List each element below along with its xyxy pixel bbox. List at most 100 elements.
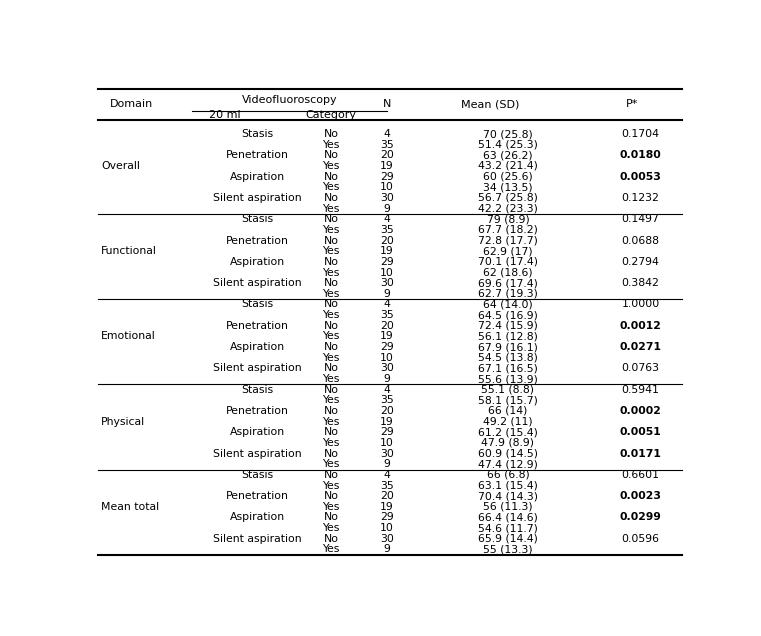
Text: Yes: Yes	[323, 246, 339, 256]
Text: 0.2794: 0.2794	[622, 257, 660, 267]
Text: 20: 20	[380, 150, 394, 160]
Text: 70.1 (17.4): 70.1 (17.4)	[478, 257, 538, 267]
Text: 70 (25.8): 70 (25.8)	[483, 129, 533, 139]
Text: 66.4 (14.6): 66.4 (14.6)	[478, 513, 538, 523]
Text: 0.0053: 0.0053	[619, 172, 661, 182]
Text: 66 (6.8): 66 (6.8)	[486, 470, 530, 480]
Text: Yes: Yes	[323, 268, 339, 277]
Text: 4: 4	[384, 214, 390, 225]
Text: Silent aspiration: Silent aspiration	[213, 193, 301, 203]
Text: No: No	[323, 470, 339, 480]
Text: 62.9 (17): 62.9 (17)	[483, 246, 533, 256]
Text: 10: 10	[380, 523, 394, 533]
Text: 10: 10	[380, 353, 394, 363]
Text: 29: 29	[380, 257, 394, 267]
Text: No: No	[323, 363, 339, 373]
Text: Yes: Yes	[323, 289, 339, 299]
Text: 35: 35	[380, 310, 394, 320]
Text: Yes: Yes	[323, 225, 339, 235]
Text: No: No	[323, 300, 339, 310]
Text: 42.2 (23.3): 42.2 (23.3)	[478, 204, 538, 214]
Text: 0.3842: 0.3842	[622, 278, 660, 288]
Text: 70.4 (14.3): 70.4 (14.3)	[478, 491, 538, 501]
Text: Yes: Yes	[323, 523, 339, 533]
Text: 1.0000: 1.0000	[622, 300, 660, 310]
Text: Yes: Yes	[323, 459, 339, 469]
Text: Silent aspiration: Silent aspiration	[213, 448, 301, 459]
Text: No: No	[323, 150, 339, 160]
Text: 60.9 (14.5): 60.9 (14.5)	[478, 448, 538, 459]
Text: 64 (14.0): 64 (14.0)	[483, 300, 533, 310]
Text: 19: 19	[380, 417, 394, 427]
Text: 30: 30	[380, 534, 394, 544]
Text: Yes: Yes	[323, 331, 339, 342]
Text: 0.0171: 0.0171	[619, 448, 661, 459]
Text: Stasis: Stasis	[241, 214, 273, 225]
Text: No: No	[323, 385, 339, 395]
Text: Stasis: Stasis	[241, 129, 273, 139]
Text: Physical: Physical	[101, 417, 145, 427]
Text: 69.6 (17.4): 69.6 (17.4)	[478, 278, 538, 288]
Text: 29: 29	[380, 427, 394, 438]
Text: 67.7 (18.2): 67.7 (18.2)	[478, 225, 538, 235]
Text: Domain: Domain	[110, 99, 153, 109]
Text: Mean total: Mean total	[101, 502, 159, 512]
Text: 19: 19	[380, 331, 394, 342]
Text: 20: 20	[380, 406, 394, 416]
Text: No: No	[323, 321, 339, 331]
Text: 0.0688: 0.0688	[622, 235, 660, 245]
Text: Yes: Yes	[323, 396, 339, 405]
Text: 47.9 (8.9): 47.9 (8.9)	[482, 438, 534, 448]
Text: Stasis: Stasis	[241, 385, 273, 395]
Text: 20: 20	[380, 491, 394, 501]
Text: 0.0002: 0.0002	[619, 406, 661, 416]
Text: 30: 30	[380, 363, 394, 373]
Text: 56.7 (25.8): 56.7 (25.8)	[478, 193, 538, 203]
Text: N: N	[383, 99, 391, 109]
Text: No: No	[323, 448, 339, 459]
Text: 66 (14): 66 (14)	[489, 406, 527, 416]
Text: Overall: Overall	[101, 161, 140, 171]
Text: 4: 4	[384, 470, 390, 480]
Text: 29: 29	[380, 172, 394, 182]
Text: Yes: Yes	[323, 310, 339, 320]
Text: 55 (13.3): 55 (13.3)	[483, 544, 533, 555]
Text: P*: P*	[626, 99, 638, 109]
Text: Yes: Yes	[323, 544, 339, 555]
Text: 35: 35	[380, 396, 394, 405]
Text: No: No	[323, 491, 339, 501]
Text: 56 (11.3): 56 (11.3)	[483, 502, 533, 512]
Text: Aspiration: Aspiration	[230, 342, 285, 352]
Text: 72.4 (15.9): 72.4 (15.9)	[478, 321, 538, 331]
Text: Yes: Yes	[323, 502, 339, 512]
Text: No: No	[323, 129, 339, 139]
Text: 47.4 (12.9): 47.4 (12.9)	[478, 459, 538, 469]
Text: 29: 29	[380, 513, 394, 523]
Text: 67.9 (16.1): 67.9 (16.1)	[478, 342, 538, 352]
Text: 30: 30	[380, 448, 394, 459]
Text: Silent aspiration: Silent aspiration	[213, 278, 301, 288]
Text: Yes: Yes	[323, 161, 339, 171]
Text: Silent aspiration: Silent aspiration	[213, 534, 301, 544]
Text: 64.5 (16.9): 64.5 (16.9)	[478, 310, 538, 320]
Text: 0.0180: 0.0180	[619, 150, 661, 160]
Text: 19: 19	[380, 246, 394, 256]
Text: 0.0023: 0.0023	[619, 491, 661, 501]
Text: Penetration: Penetration	[226, 406, 288, 416]
Text: 30: 30	[380, 193, 394, 203]
Text: No: No	[323, 513, 339, 523]
Text: No: No	[323, 534, 339, 544]
Text: Penetration: Penetration	[226, 150, 288, 160]
Text: 0.0763: 0.0763	[622, 363, 660, 373]
Text: Yes: Yes	[323, 140, 339, 149]
Text: 34 (13.5): 34 (13.5)	[483, 183, 533, 192]
Text: 9: 9	[384, 459, 390, 469]
Text: 9: 9	[384, 289, 390, 299]
Text: 56.1 (12.8): 56.1 (12.8)	[478, 331, 538, 342]
Text: 0.1497: 0.1497	[622, 214, 660, 225]
Text: 65.9 (14.4): 65.9 (14.4)	[478, 534, 538, 544]
Text: 60 (25.6): 60 (25.6)	[483, 172, 533, 182]
Text: Yes: Yes	[323, 183, 339, 192]
Text: 0.0051: 0.0051	[619, 427, 661, 438]
Text: No: No	[323, 406, 339, 416]
